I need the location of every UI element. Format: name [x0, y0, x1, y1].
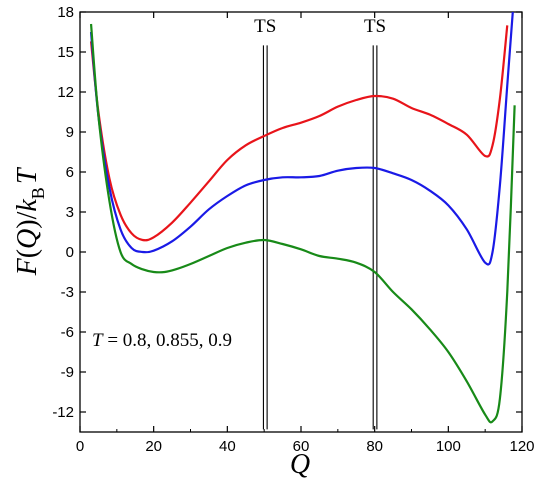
- series-line-2: [89, 12, 514, 266]
- y-axis: 18 15 12 9 6 3 0 -3 -6 -9 -12: [52, 4, 522, 421]
- y-tick-label: 12: [57, 84, 74, 101]
- y-tick-label: 0: [66, 244, 74, 261]
- y-tick-label: 18: [57, 4, 74, 21]
- x-axis-title: Q: [290, 449, 310, 480]
- x-tick-label: 20: [145, 438, 162, 455]
- series-layer: [89, 12, 516, 424]
- x-tick-label: 0: [76, 438, 84, 455]
- y-axis-title: F(Q)/kBT: [12, 166, 48, 276]
- ts-label: TS: [364, 16, 386, 37]
- x-tick-label: 80: [366, 438, 383, 455]
- x-axis: 0 20 40 60 80 100 120: [76, 12, 535, 455]
- y-tick-label: 6: [66, 164, 74, 181]
- ts-label: TS: [254, 16, 276, 37]
- transition-state-labels: TS TS: [254, 16, 386, 37]
- transition-state-lines: [262, 45, 378, 430]
- y-tick-label: 3: [66, 204, 74, 221]
- series-line-1: [89, 25, 509, 242]
- x-tick-label: 100: [436, 438, 461, 455]
- x-tick-label: 60: [293, 438, 310, 455]
- x-tick-label: 40: [219, 438, 236, 455]
- x-tick-label: 120: [509, 438, 534, 455]
- y-tick-label: -9: [61, 364, 74, 381]
- y-tick-label: 15: [57, 44, 74, 61]
- y-tick-label: -6: [61, 324, 74, 341]
- plot-frame: [79, 11, 523, 433]
- y-tick-label: -12: [52, 404, 74, 421]
- temperature-annotation: T = 0.8, 0.855, 0.9: [92, 330, 232, 351]
- y-tick-label: 9: [66, 124, 74, 141]
- y-tick-label: -3: [61, 284, 74, 301]
- series-line-3: [89, 23, 516, 424]
